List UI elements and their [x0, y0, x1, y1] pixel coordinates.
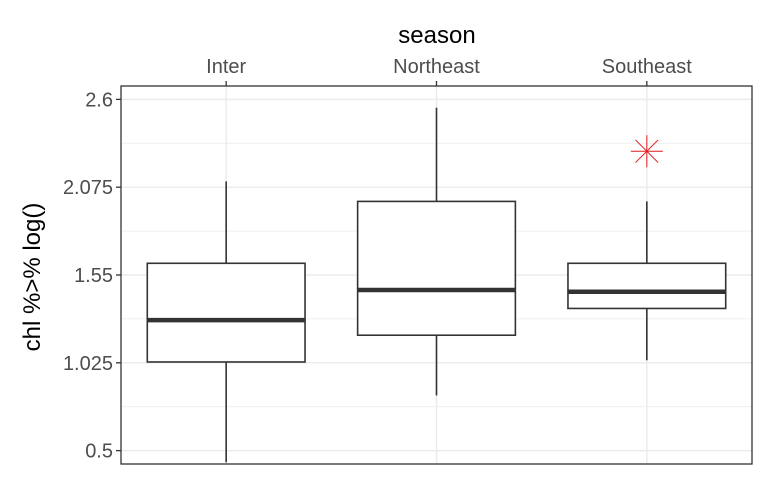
- y-tick-label: 0.5: [85, 441, 113, 463]
- outlier-point: [630, 135, 663, 168]
- box-southeast: [567, 135, 727, 361]
- y-tick-label: 2.6: [85, 89, 113, 111]
- iqr-box: [356, 200, 517, 337]
- box-inter: [146, 181, 306, 463]
- x-tick-label: Inter: [206, 56, 246, 78]
- axis-ticks: 0.5 1.025 1.55 2.075 2.6 Inter Northeast Southe…: [63, 56, 692, 463]
- panel-border: [120, 85, 753, 465]
- iqr-box: [146, 262, 306, 363]
- outlier-stroke: [635, 139, 659, 163]
- boxes: [146, 107, 727, 463]
- y-axis-title: chl %>% log(): [19, 203, 46, 352]
- iqr-box: [567, 262, 727, 310]
- y-tick-label: 1.025: [63, 353, 113, 375]
- box-northeast: [356, 107, 517, 396]
- x-tick-label: Southeast: [602, 56, 693, 78]
- y-tick-label: 2.075: [63, 177, 113, 199]
- y-tick-label: 1.55: [74, 265, 113, 287]
- x-tick-label: Northeast: [393, 56, 480, 78]
- x-axis-title: season: [398, 22, 475, 49]
